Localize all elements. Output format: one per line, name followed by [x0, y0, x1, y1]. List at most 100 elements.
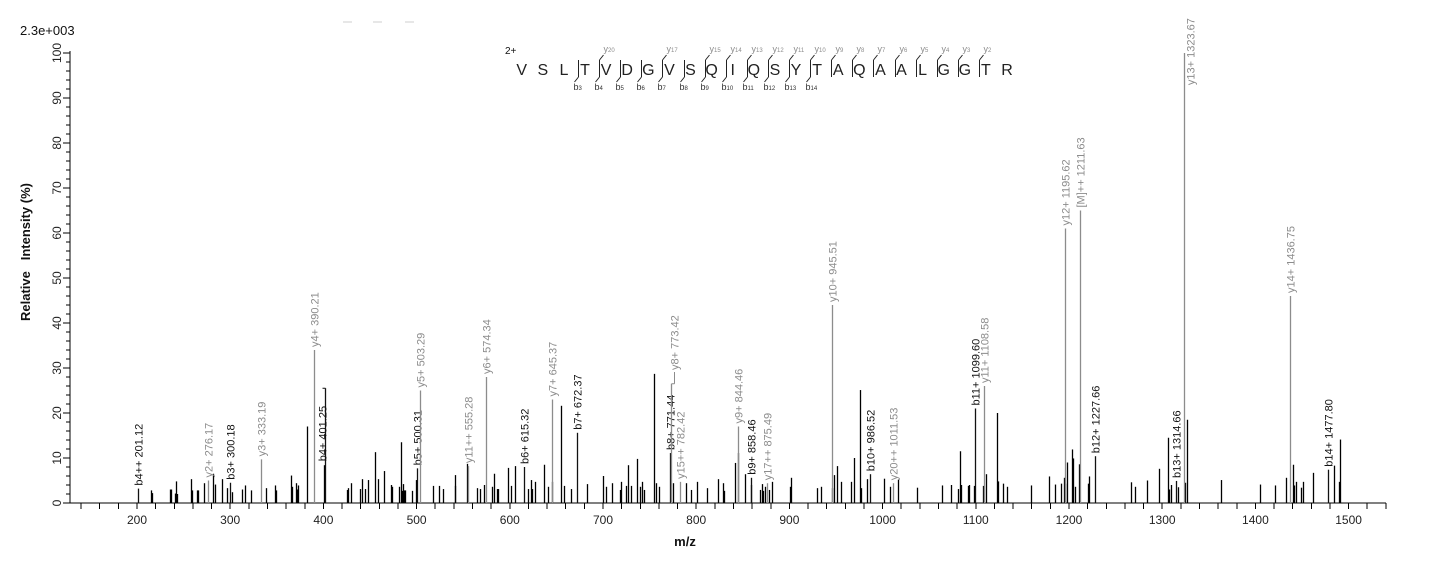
y-ion-label: y5 [921, 44, 930, 54]
y-tick-label: 30 [50, 361, 64, 375]
peak-sticks [150, 373, 1342, 503]
b-ion-label: b12 [764, 82, 776, 92]
peak-label: b12+ 1227.66 [1091, 386, 1103, 454]
x-tick-label: 400 [313, 513, 333, 527]
y-tick-label: 60 [50, 226, 64, 240]
b-ion-flag [785, 76, 790, 83]
sequence-residue: R [1001, 62, 1013, 79]
x-tick-label: 200 [127, 513, 147, 527]
y-tick-label: 20 [50, 406, 64, 420]
y-ion-label: y20 [604, 44, 616, 54]
y-ion-flag [747, 54, 752, 61]
b-ion-label: b3 [574, 82, 583, 92]
y-ion-flag [852, 54, 857, 61]
sequence-residue: S [537, 62, 548, 79]
peak-label: y5+ 503.29 [416, 333, 428, 388]
x-tick-label: 600 [500, 513, 520, 527]
peak-label: [M]++ 1211.63 [1076, 137, 1088, 207]
sequence-residue: A [875, 62, 886, 79]
peak-label: y4+ 390.21 [310, 292, 322, 347]
peak-label: b3+ 300.18 [226, 424, 238, 479]
x-tick-label: 700 [593, 513, 613, 527]
b-ion-label: b7 [658, 82, 667, 92]
b-ion-flag [658, 76, 663, 83]
b-ion-label: b10 [722, 82, 734, 92]
y-tick-label: 70 [50, 181, 64, 195]
peak-label: y10+ 945.51 [828, 241, 840, 302]
x-tick-label: 1200 [1056, 513, 1083, 527]
x-tick-label: 1100 [963, 513, 989, 527]
peak-label: y14+ 1436.75 [1286, 226, 1298, 293]
b-ion-label: b4 [595, 82, 604, 92]
sequence-residue: V [601, 62, 612, 79]
y-ion-flag [599, 54, 604, 61]
peak-label: b7+ 672.37 [573, 374, 585, 429]
sequence-residue: V [664, 62, 675, 79]
x-tick-label: 1000 [869, 513, 896, 527]
sequence-residue: L [918, 62, 927, 79]
b-ion-flag [701, 76, 706, 83]
x-tick-label: 1300 [1149, 513, 1176, 527]
sequence-residue: G [959, 62, 971, 79]
peak-label: y17++ 875.49 [763, 413, 775, 480]
peak-label: b5+ 500.31 [413, 410, 425, 465]
axes: 200 300 400 500 600 700 800 900 1000 1100 1200 1300… [50, 43, 1387, 527]
precursor-charge-label: 2+ [505, 46, 517, 57]
peak-label: b10+ 986.52 [866, 410, 878, 471]
peak-label: y11+ 1108.58 [980, 318, 992, 383]
y-ion-label: y11 [794, 44, 805, 54]
b-ion-label: b8 [680, 82, 689, 92]
y-ion-label: y15 [710, 44, 722, 54]
peak-label: y20++ 1011.53 [889, 408, 901, 481]
y-ion-flag [726, 54, 731, 61]
peak-label: b9+ 858.46 [747, 419, 759, 474]
sequence-residue: T [812, 62, 822, 79]
b-ion-flag [722, 76, 727, 83]
sequence-residue: Y [791, 62, 802, 79]
x-tick-label: 800 [686, 513, 706, 527]
peak-label: b6+ 615.32 [520, 409, 532, 464]
peak-label: b4+ 401.25 [318, 406, 330, 461]
sequence-residue: S [770, 62, 781, 79]
y-ion-flag [958, 54, 963, 61]
b-ion-flag [680, 76, 685, 83]
y-ion-label: y12 [773, 44, 785, 54]
y-ion-label: y13 [752, 44, 764, 54]
b-ion-label: b11 [743, 82, 755, 92]
y-ion-label: y7 [878, 44, 887, 54]
b-ion-flag [637, 76, 642, 83]
sequence-residue: L [559, 62, 568, 79]
peak-label: y13+ 1323.67 [1186, 18, 1198, 85]
y-tick-label: 100 [50, 43, 64, 63]
peak-label: y9+ 844.46 [734, 369, 746, 424]
y-ion-flag [979, 54, 984, 61]
y-tick-label: 80 [50, 136, 64, 150]
sequence-residue: D [621, 62, 633, 79]
x-tick-label: 900 [779, 513, 799, 527]
b-ion-flag [616, 76, 621, 83]
y-ion-flag [916, 54, 921, 61]
y-ion-flag [810, 54, 815, 61]
y-tick-label: 10 [50, 451, 64, 465]
peak-label: y6+ 574.34 [482, 319, 494, 374]
b-ion-flag [764, 76, 769, 83]
b-ion-flag [595, 76, 600, 83]
y-ion-flag [705, 54, 710, 61]
b-ion-flag [574, 76, 579, 83]
y-tick-label: 90 [50, 91, 64, 105]
b-ion-flag [806, 76, 811, 83]
sequence-residue: V [516, 62, 527, 79]
y-ion-flag [937, 54, 942, 61]
y-ion-label: y8 [857, 44, 866, 54]
sequence-residue: G [642, 62, 654, 79]
y-axis-title: Relative Intensity (%) [18, 183, 33, 321]
peak-label: y12+ 1195.62 [1061, 159, 1073, 225]
y-ion-flag [789, 54, 794, 61]
sequence-residue: Q [705, 62, 717, 79]
peak-label: y8+ 773.42 [670, 315, 682, 370]
y-ion-flag [873, 54, 878, 61]
